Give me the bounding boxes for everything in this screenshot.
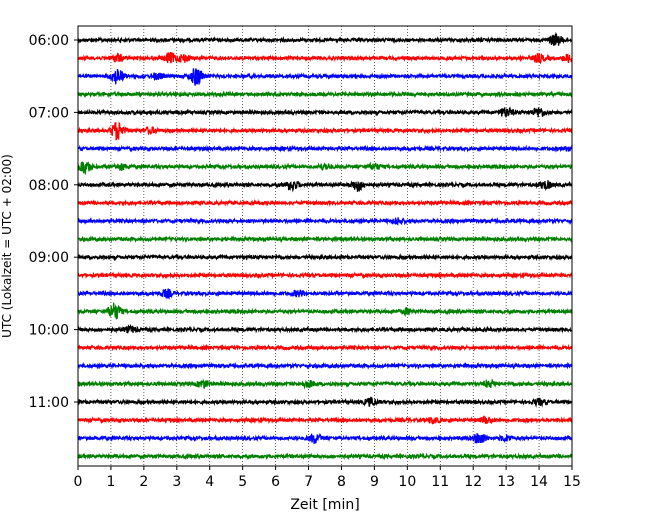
trace-line: [77, 90, 573, 99]
x-tick-label: 15: [563, 474, 581, 490]
x-tick-label: 2: [139, 474, 148, 490]
x-tick-label: 7: [304, 474, 313, 490]
x-tick-label: 10: [398, 474, 416, 490]
trace-line: [77, 253, 573, 262]
trace-line: [77, 161, 573, 175]
trace-line: [77, 216, 573, 226]
traces: [77, 31, 573, 461]
x-tick-label: 12: [464, 474, 482, 490]
y-tick-label: 06:00: [29, 33, 69, 49]
plot-frame: [77, 25, 573, 467]
y-tick-label: 07:00: [29, 105, 69, 121]
x-axis: 0 1 2 3 4 5 6 7 8 9 10 11 12 13 14 15: [74, 466, 581, 490]
trace-line: [77, 235, 573, 244]
x-tick-label: 4: [205, 474, 214, 490]
trace-line: [77, 415, 573, 425]
trace-line: [77, 68, 573, 86]
trace-line: [77, 361, 573, 370]
x-tick-label: 5: [238, 474, 247, 490]
x-tick-label: 1: [106, 474, 115, 490]
trace-line: [77, 106, 573, 118]
x-axis-title: Zeit [min]: [290, 497, 359, 513]
trace-line: [77, 324, 573, 334]
trace-line: [77, 271, 573, 280]
y-tick-label: 11:00: [29, 395, 69, 411]
x-tick-label: 6: [271, 474, 280, 490]
y-axis: 06:00 07:00 08:00 09:00 10:00 11:00: [29, 33, 78, 411]
y-tick-label: 08:00: [29, 178, 69, 194]
x-tick-label: 11: [431, 474, 449, 490]
x-grid: [110, 26, 540, 466]
x-tick-label: 3: [172, 474, 181, 490]
y-tick-label: 09:00: [29, 250, 69, 266]
trace-line: [77, 288, 573, 300]
y-tick-label: 10:00: [29, 323, 69, 339]
trace-line: [77, 343, 573, 352]
y-axis-title: UTC (Lokalzeit = UTC + 02:00): [0, 154, 14, 338]
x-tick-label: 8: [337, 474, 346, 490]
trace-line: [77, 180, 573, 193]
trace-line: [77, 121, 573, 141]
x-tick-label: 0: [74, 474, 83, 490]
trace-line: [77, 51, 573, 65]
trace-line: [77, 31, 573, 46]
x-tick-label: 14: [530, 474, 548, 490]
trace-line: [77, 198, 573, 207]
trace-line: [77, 378, 573, 390]
x-tick-label: 13: [497, 474, 515, 490]
trace-line: [77, 432, 573, 445]
trace-line: [77, 302, 573, 320]
trace-line: [77, 452, 573, 461]
x-tick-label: 9: [370, 474, 379, 490]
trace-line: [77, 396, 573, 408]
trace-line: [77, 144, 573, 153]
